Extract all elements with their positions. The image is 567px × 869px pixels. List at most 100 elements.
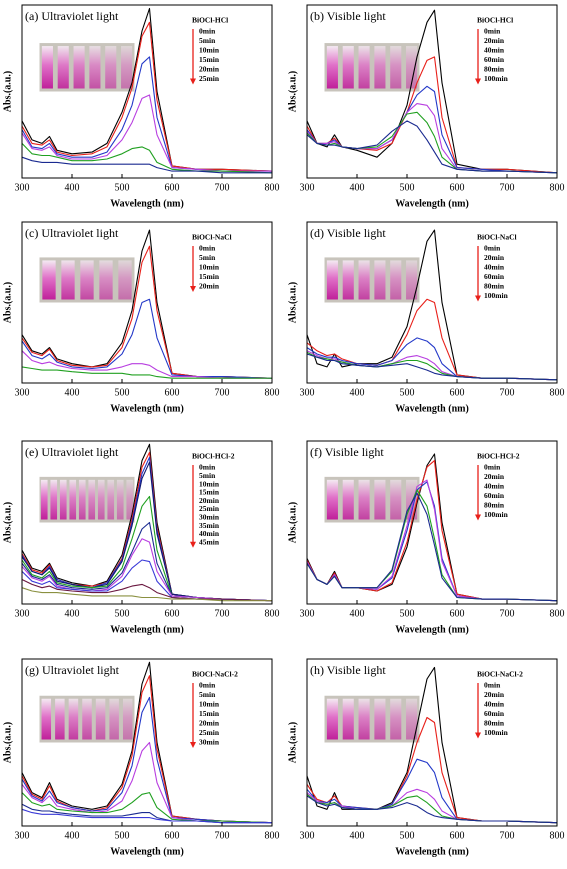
legend-entry: 30min	[199, 513, 220, 522]
x-tick-label: 500	[400, 608, 415, 619]
spectrum-line	[21, 538, 273, 602]
spectrum-line	[21, 366, 272, 379]
spectrum-line	[21, 792, 273, 824]
spectrum-line	[306, 795, 558, 824]
spectrum-line	[306, 337, 558, 381]
spectrum-line	[21, 245, 273, 379]
legend-entry: 20min	[484, 690, 505, 699]
spectrum-line	[306, 479, 558, 602]
legend-title: BiOCl-NaCl-2	[192, 670, 238, 679]
x-tick-label: 500	[400, 387, 415, 398]
x-tick-label: 600	[450, 387, 465, 398]
plot-frame	[21, 221, 273, 384]
vial	[406, 698, 418, 740]
spectrum-line	[21, 21, 273, 172]
legend-entry: 80min	[484, 65, 505, 74]
spectrum-line	[21, 156, 272, 174]
legend-entry: 80min	[484, 719, 505, 728]
vial	[126, 479, 134, 520]
legend-entry: 30min	[199, 738, 220, 747]
spectrum-line	[306, 85, 558, 174]
vial	[99, 260, 113, 300]
spectrum-line	[306, 353, 558, 381]
vial	[95, 698, 106, 740]
vial	[358, 479, 370, 520]
legend-entry: 25min	[199, 504, 220, 513]
legend-entry: 80min	[484, 501, 505, 510]
vial	[342, 260, 354, 300]
x-tick-label: 700	[215, 387, 230, 398]
x-axis-label: Wavelength (nm)	[395, 846, 469, 857]
photo-inset	[324, 43, 420, 92]
legend-entry: 10min	[199, 700, 220, 709]
spectrum-line	[306, 716, 558, 824]
vial	[358, 46, 370, 89]
vial	[342, 698, 354, 740]
panel: 300 400 500 600 700 800 Wavelength (nm) Abs.(a.…	[287, 658, 565, 857]
legend-entry: 40min	[484, 263, 505, 272]
plot-frame	[21, 440, 273, 605]
spectrum-line	[306, 111, 558, 174]
legend-title: BiOCl-HCl-2	[477, 452, 520, 461]
legend-entry: 60min	[484, 272, 505, 281]
x-tick-label: 800	[265, 830, 280, 841]
x-tick-label: 400	[65, 608, 80, 619]
vial	[59, 479, 67, 520]
x-tick-label: 400	[350, 182, 365, 193]
vial	[358, 260, 370, 300]
x-tick-label: 600	[165, 182, 180, 193]
vial	[80, 260, 94, 300]
spectrum-line	[21, 696, 273, 824]
y-axis-label: Abs.(a.u.)	[2, 71, 13, 112]
legend-entry: 5min	[199, 253, 216, 262]
spectrum-line	[306, 103, 558, 174]
legend-arrowhead	[190, 78, 196, 85]
vial	[69, 479, 77, 520]
vial	[109, 698, 119, 740]
x-tick-label: 800	[550, 830, 565, 841]
plot-frame	[306, 221, 558, 384]
x-tick-label: 700	[215, 608, 230, 619]
spectrum-line	[306, 788, 558, 824]
y-axis-label: Abs.(a.u.)	[2, 282, 13, 323]
panel-title: (a) Ultraviolet light	[25, 9, 119, 23]
photo-inset	[324, 257, 420, 303]
x-tick-label: 600	[165, 387, 180, 398]
legend-entry: 10min	[199, 263, 220, 272]
x-tick-label: 300	[15, 182, 30, 193]
vial	[374, 46, 386, 89]
vial	[390, 260, 402, 300]
x-tick-label: 500	[115, 182, 130, 193]
x-axis-label: Wavelength (nm)	[395, 198, 469, 209]
panel: 300 400 500 600 700 800 Wavelength (nm) Abs.(a.…	[2, 221, 280, 414]
legend-entry: 10min	[199, 479, 220, 488]
legend-entry: 40min	[484, 46, 505, 55]
x-tick-label: 500	[400, 830, 415, 841]
vial	[41, 698, 52, 740]
legend-entry: 20min	[199, 496, 220, 505]
x-tick-label: 300	[15, 387, 30, 398]
legend-entry: 20min	[484, 36, 505, 45]
vial	[374, 479, 386, 520]
vial	[107, 479, 115, 520]
photo-inset	[39, 43, 135, 92]
legend-entry: 15min	[199, 272, 220, 281]
panel-title: (c) Ultraviolet light	[25, 226, 119, 240]
legend-arrowhead	[190, 742, 196, 748]
vial	[42, 260, 56, 300]
vial	[342, 479, 354, 520]
x-tick-label: 800	[550, 182, 565, 193]
vial	[374, 698, 386, 740]
spectrum-line	[21, 675, 273, 824]
legend-entry: 0min	[199, 463, 216, 472]
spectrum-line	[21, 143, 273, 174]
panel: 300 400 500 600 700 800 Wavelength (nm) Abs.(a.…	[287, 221, 565, 414]
vial	[326, 479, 338, 520]
vial	[122, 698, 133, 740]
panel-title: (f) Visible light	[310, 445, 384, 459]
legend-entry: 40min	[484, 700, 505, 709]
vial	[40, 479, 48, 520]
x-tick-label: 300	[15, 608, 30, 619]
spectrum-line	[21, 808, 272, 824]
legend-entry: 15min	[199, 488, 220, 497]
